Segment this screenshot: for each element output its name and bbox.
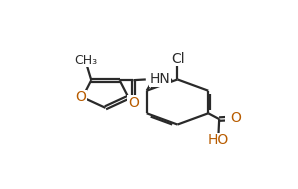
Text: O: O (75, 90, 86, 104)
Text: O: O (230, 111, 241, 125)
Text: Cl: Cl (171, 52, 184, 66)
Text: O: O (128, 96, 139, 110)
Text: HO: HO (208, 133, 229, 147)
Text: HN: HN (150, 72, 170, 86)
Text: CH₃: CH₃ (74, 54, 98, 67)
